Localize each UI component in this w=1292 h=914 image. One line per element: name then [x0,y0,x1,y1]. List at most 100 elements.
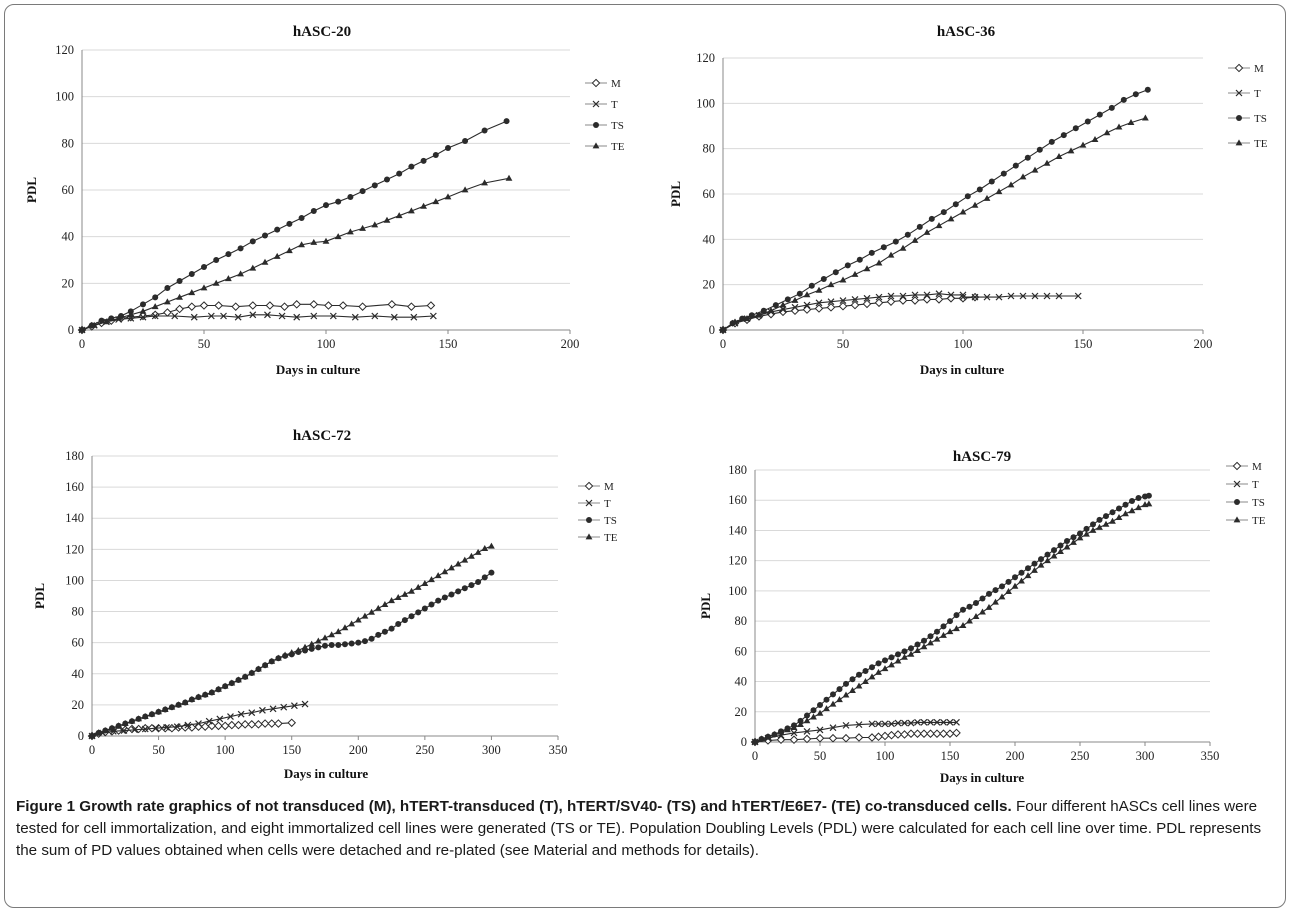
data-point [875,720,882,728]
x-tick-label: 0 [720,337,726,351]
data-point [829,700,837,707]
y-tick-label: 80 [703,142,716,156]
data-point [361,638,368,645]
data-point [314,637,322,644]
data-point [1060,132,1067,139]
data-point [262,232,268,239]
data-point [488,569,495,576]
y-tick-label: 20 [72,698,85,712]
data-point [441,568,449,575]
data-point [1064,538,1070,545]
data-point [444,193,452,200]
data-point [899,292,907,300]
series-line [81,120,507,331]
data-point [966,603,973,610]
x-tick-label: 200 [1006,749,1025,763]
data-point [867,733,877,742]
data-point [421,579,429,586]
data-point [839,297,847,304]
data-point [310,312,318,320]
data-point [1096,523,1103,530]
data-point [268,657,276,664]
data-point [1128,507,1136,514]
data-point [468,552,475,559]
data-point [127,311,135,318]
data-point [849,687,856,694]
x-tick-label: 200 [1194,337,1213,351]
data-point [348,620,356,627]
legend-label: TS [611,120,624,132]
legend-label: M [1254,63,1264,75]
x-axis-label: Days in culture [276,362,360,377]
data-point [839,276,847,283]
data-point [101,726,109,733]
data-point [401,590,409,597]
data-point [488,542,495,549]
data-point [323,202,329,209]
data-point [1132,91,1139,98]
data-point [829,724,837,732]
data-point [384,176,390,183]
data-point [288,649,296,656]
data-point [1072,125,1079,132]
data-point [933,635,941,642]
legend-marker [1235,139,1243,146]
data-point [810,707,817,714]
x-tick-label: 200 [561,337,580,351]
data-point [420,202,427,209]
data-point [128,717,136,724]
data-point [173,723,181,731]
data-point [503,118,510,125]
chart-hasc-72: 0 20 40 60 80 100 120 140 160 180 0 50 100 150 200 250 3… [32,428,618,781]
data-point [335,198,342,205]
y-tick-label: 0 [78,729,84,743]
data-point [911,291,919,299]
data-point [237,710,245,718]
data-point [772,302,779,309]
data-point [900,730,909,739]
data-point [265,301,275,310]
data-point [150,310,160,320]
data-point [175,701,182,708]
data-point [826,303,836,312]
data-point [468,582,475,589]
data-point [923,228,931,235]
data-point [901,719,908,727]
series-t [719,290,967,334]
data-point [979,595,986,602]
data-point [395,621,402,627]
data-point [152,294,159,301]
data-point [958,293,968,303]
data-point [388,625,395,632]
data-point [408,613,415,620]
data-point [381,628,388,635]
data-point [420,157,427,164]
data-point [888,654,895,661]
data-point [953,612,960,619]
legend-label: TE [1252,515,1266,527]
y-tick-label: 180 [65,449,84,463]
data-point [862,299,872,309]
data-point [408,163,415,170]
data-point [940,209,947,216]
legend-marker [585,499,593,507]
y-tick-label: 60 [72,636,85,650]
data-point [868,673,876,680]
data-point [120,727,128,734]
data-point [1109,517,1116,524]
data-point [1063,543,1071,550]
legend-label: T [611,99,618,111]
y-axis-label: PDL [698,593,713,619]
data-point [390,313,398,321]
legend-marker [585,533,593,540]
data-point [139,313,147,321]
data-point [988,178,995,185]
y-tick-label: 80 [735,614,748,628]
data-point [335,642,342,648]
data-point [960,606,966,613]
data-point [875,660,882,667]
data-point [856,256,863,263]
data-point [1122,501,1129,508]
data-point [1096,111,1103,118]
data-point [371,221,379,228]
